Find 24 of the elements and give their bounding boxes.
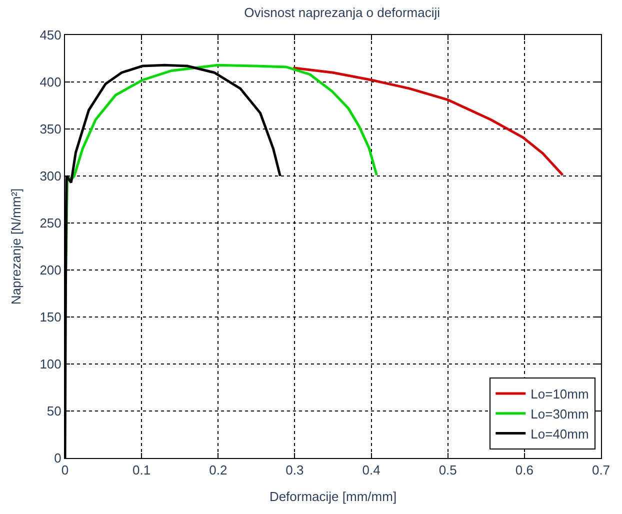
y-axis-title: Naprezanje [N/mm²] (8, 188, 24, 305)
x-axis-title: Deformacije [mm/mm] (269, 489, 397, 504)
x-tick-label: 0.7 (592, 462, 610, 478)
y-tick-label: 450 (40, 28, 62, 43)
chart-title: Ovisnost naprezanja o deformaciji (244, 4, 440, 20)
y-tick-label: 350 (40, 122, 62, 137)
y-tick-label: 200 (40, 262, 62, 278)
x-tick-label: 0.6 (515, 462, 534, 478)
y-tick-label: 300 (40, 168, 62, 184)
y-tick-label: 50 (46, 404, 62, 419)
legend-label: Lo=40mm (530, 426, 589, 442)
x-tick-label: 0.5 (438, 462, 457, 478)
y-tick-label: 150 (40, 310, 62, 325)
y-tick-label: 0 (54, 450, 62, 466)
legend-label: Lo=10mm (530, 386, 589, 402)
y-tick-label: 100 (40, 356, 62, 372)
x-tick-label: 0.4 (362, 462, 380, 478)
y-tick-label: 250 (40, 216, 62, 231)
legend-label: Lo=30mm (530, 406, 589, 422)
x-tick-label: 0.1 (132, 462, 151, 478)
x-tick-label: 0.3 (286, 462, 304, 478)
line-series (292, 66, 564, 176)
x-tick-label: 0.2 (209, 462, 228, 478)
y-tick-label: 400 (40, 74, 62, 90)
